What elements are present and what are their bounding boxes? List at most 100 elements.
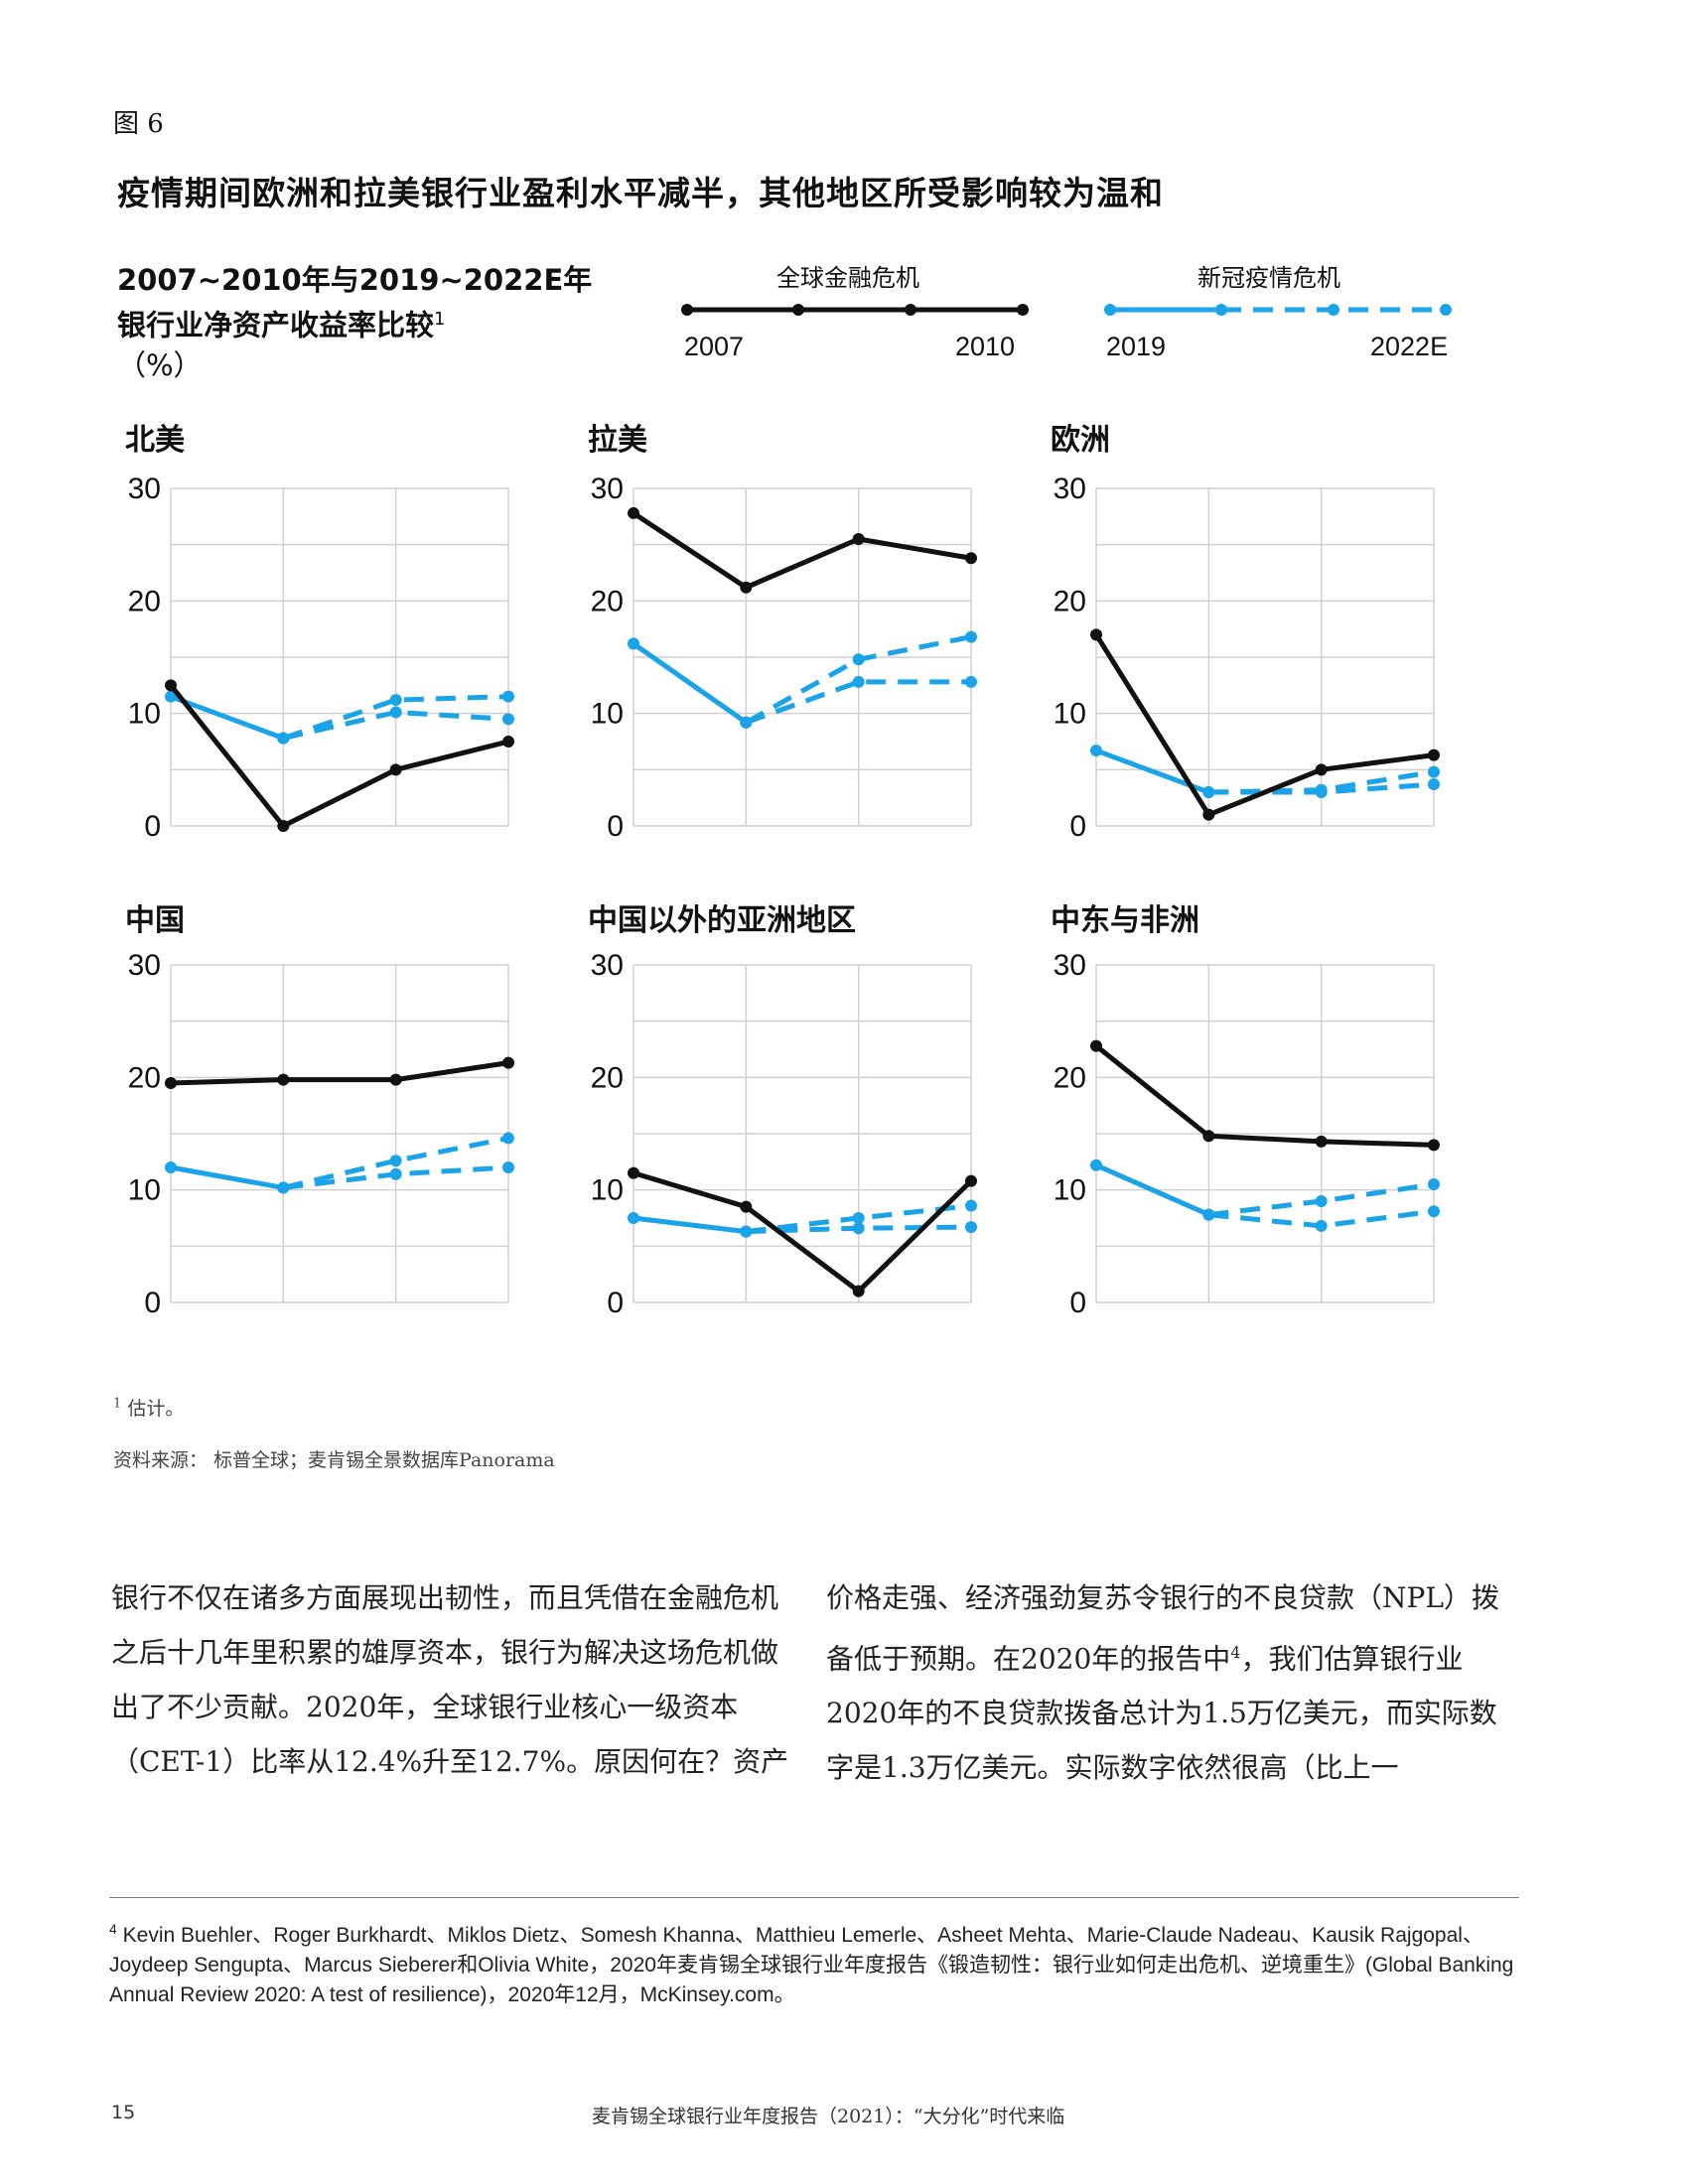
y-tick-label: 30 [1054,473,1086,505]
estimate-note-num: 1 [113,1396,122,1412]
legend-covid-marker [1440,304,1452,316]
panel-title-latin-america: 拉美 [588,423,647,458]
series-gfc-point [628,1166,639,1179]
series-covid-forecast-low-line [745,679,971,726]
footnote-num: 4 [109,1921,117,1937]
series-covid-point [740,716,753,729]
y-tick-label: 10 [128,698,161,731]
series-covid-point [1202,786,1215,798]
series-covid-line [1094,1162,1210,1217]
series-covid-point [277,732,290,745]
series-covid-forecast-high-line [282,1136,509,1190]
footer-title: 麦肯锡全球银行业年度报告（2021）：“大分化”时代来临 [592,2106,1065,2127]
legend-gfc-start: 2007 [684,332,745,361]
series-covid-forecast-low-point [852,675,865,688]
series-gfc-point [740,1200,753,1213]
series-covid-forecast-high-point [965,1199,977,1212]
series-covid-point [1090,1159,1102,1171]
series-gfc-point [852,1285,865,1297]
body-footnote-ref: 4 [1230,1643,1241,1662]
y-tick-label: 30 [591,949,624,982]
series-gfc-point [1202,1130,1215,1143]
legend-gfc-end: 2010 [955,332,1016,361]
series-covid-forecast-low-point [1315,1219,1328,1232]
y-tick-label: 20 [1054,1061,1086,1094]
series-gfc-point [277,1073,290,1086]
chart-subtitle: 2007~2010年与2019~2022E年 银行业净资产收益率比较1 （%） [117,260,592,385]
series-gfc-point [1090,628,1102,641]
series-gfc-point [1428,1139,1440,1152]
series-covid-point [165,690,177,703]
legend-gfc-title: 全球金融危机 [776,264,919,292]
series-covid-forecast-high-point [852,1212,865,1224]
body-column-2: 价格走强、经济强劲复苏令银行的不良贷款（NPL）拨备低于预期。在2020年的报告… [826,1570,1511,1795]
legend-covid-line [1104,304,1452,316]
y-tick-label: 20 [128,1061,161,1094]
series-covid-point [1090,745,1102,757]
y-tick-label: 10 [128,1174,161,1207]
legend-gfc-line [681,304,1029,316]
series-gfc-point [852,533,865,545]
y-tick-label: 10 [591,1174,624,1207]
y-tick-label: 20 [128,585,161,617]
legend-covid-title: 新冠疫情危机 [1197,264,1340,292]
series-covid-forecast-high-point [1428,765,1440,778]
body-column-1: 银行不仅在诸多方面展现出韧性，而且凭借在金融危机之后十几年里积累的雄厚资本，银行… [111,1581,789,1778]
series-covid-forecast-low-point [389,1167,402,1180]
legend-gfc-marker [1017,304,1029,316]
y-tick-label: 30 [591,473,624,505]
series-gfc-point [502,1056,514,1069]
source-note: 资料来源： 标普全球；麦肯锡全景数据库Panorama [113,1449,555,1471]
series-gfc-point [965,1174,977,1187]
series-gfc-point [628,506,639,519]
estimate-note-text: 估计。 [127,1398,185,1420]
y-tick-label: 20 [591,1061,624,1094]
footnote: 4 Kevin Buehler、Roger Burkhardt、Miklos D… [109,1914,1519,2010]
legend-gfc-marker [792,304,804,316]
series-covid-line [633,1215,747,1235]
series-covid-forecast-low-point [389,706,402,719]
series-covid-forecast-high-point [389,1155,402,1167]
panel-title-north-america: 北美 [125,423,185,458]
subtitle-footnote-ref: 1 [434,309,446,330]
subtitle-line1: 2007~2010年与2019~2022E年 [117,263,593,297]
series-gfc-point [389,1073,402,1086]
series-gfc-point [1090,1039,1102,1052]
panel-title-asia-ex-china: 中国以外的亚洲地区 [588,903,856,938]
figure-label: 图 6 [113,109,164,139]
y-tick-label: 0 [1069,1287,1086,1319]
series-covid-forecast-high-point [389,694,402,707]
y-tick-label: 20 [1054,585,1086,617]
figure-title: 疫情期间欧洲和拉美银行业盈利水平减半，其他地区所受影响较为温和 [117,174,1164,212]
body-column-2-part-a: 价格走强、经济强劲复苏令银行的不良贷款（NPL）拨备低于预期。在2020年的报告… [826,1581,1499,1676]
series-covid-forecast-low-point [965,1221,977,1234]
legend-covid-end: 2022E [1370,332,1449,361]
subtitle-line2-text: 银行业净资产收益率比较 [117,308,435,342]
panel-title-china: 中国 [125,903,185,938]
legend-covid-marker [1104,304,1116,316]
series-covid-point [740,1225,753,1238]
series-gfc-point [965,552,977,565]
y-tick-label: 0 [144,1287,161,1319]
y-tick-label: 10 [1054,698,1086,731]
series-gfc-point [389,763,402,776]
chart-panel-europe: 30 20 10 0 [1054,473,1440,843]
series-covid-forecast-low-point [1428,1205,1440,1218]
series-gfc-point [277,820,290,832]
chart-panel-north-america: 30 20 10 0 [128,473,514,843]
y-tick-label: 30 [1054,949,1086,982]
series-covid-line [632,641,748,725]
series-gfc-point [502,736,514,748]
y-tick-label: 0 [1069,810,1086,843]
series-covid-forecast-high-point [852,653,865,666]
series-gfc-line [633,1170,973,1295]
legend-gfc-marker [905,304,916,316]
series-covid-point [628,637,639,650]
y-tick-label: 30 [128,473,161,505]
series-covid-forecast-low-point [852,1222,865,1235]
series-gfc-line [632,510,972,591]
series-gfc-line [1093,633,1435,818]
series-covid-forecast-low-point [502,713,514,726]
y-tick-label: 0 [144,810,161,843]
series-covid-forecast-high-point [1315,1195,1328,1207]
